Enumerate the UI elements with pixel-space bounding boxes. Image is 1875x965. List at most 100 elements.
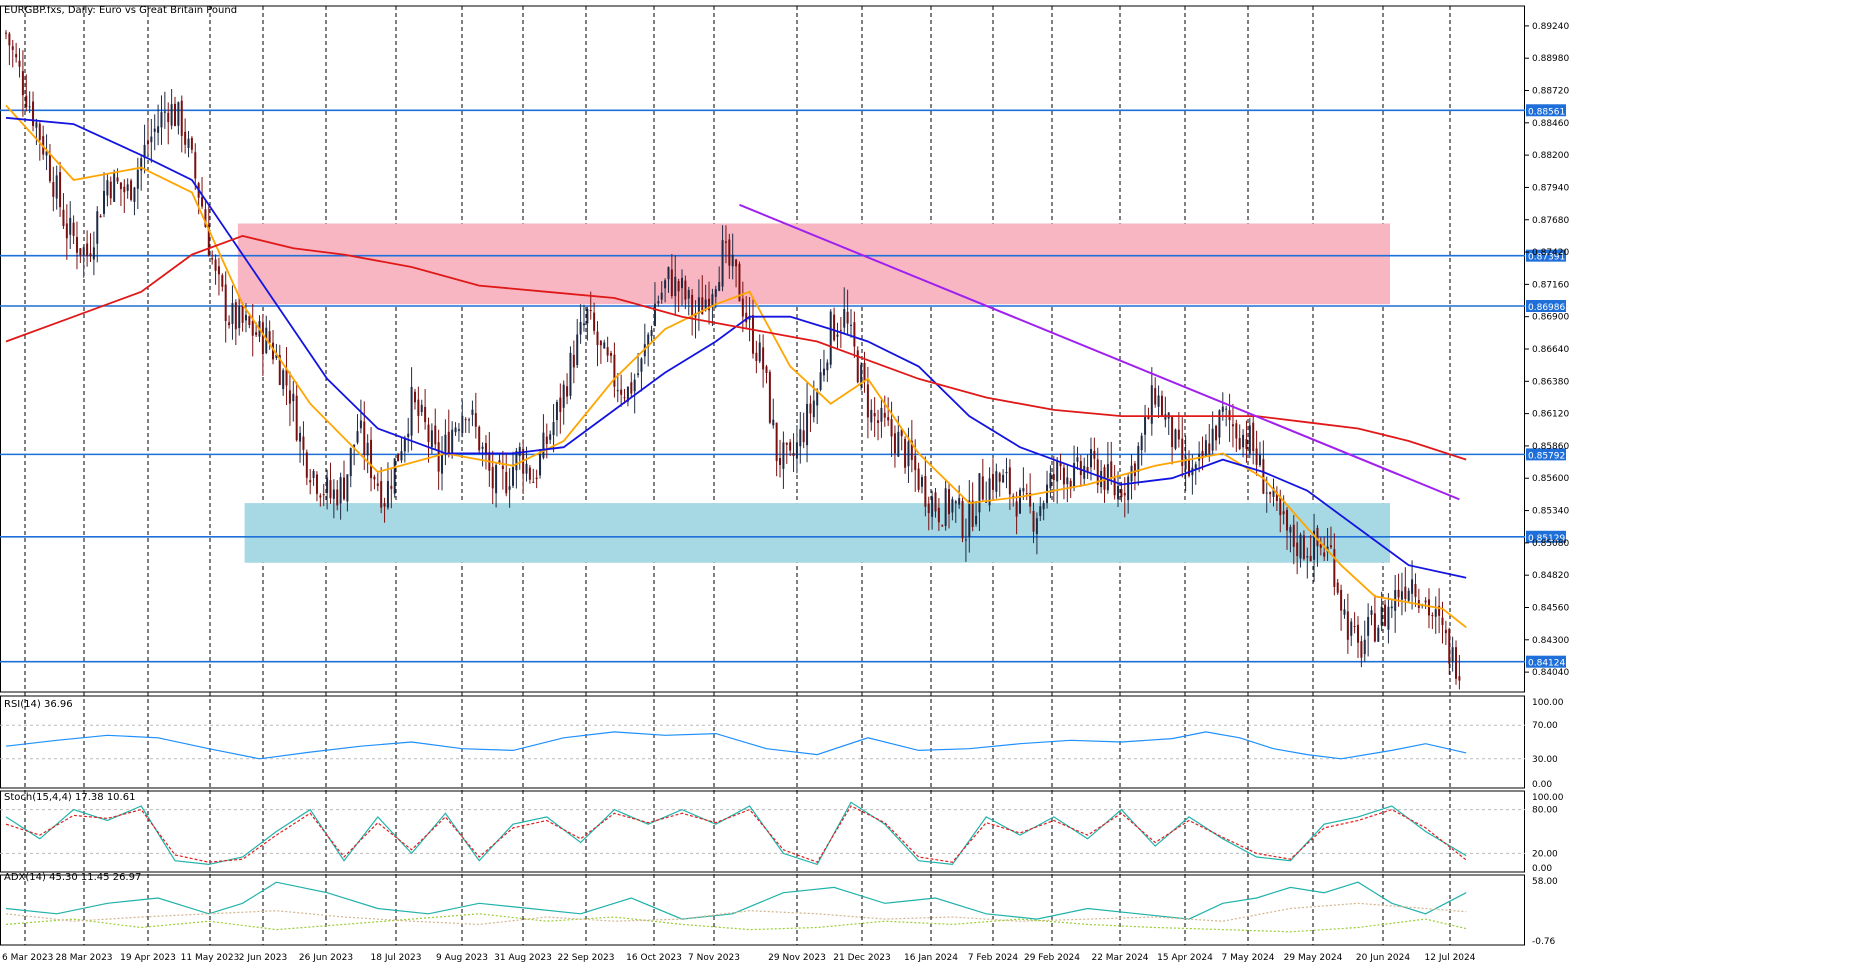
candle-body [28,106,31,108]
candle-body [363,421,366,455]
candle-body [937,507,940,523]
candle-body [59,172,62,208]
pane-border-3 [0,874,1525,946]
candle-body [809,403,812,414]
candle-body [991,474,994,490]
level-tag-bg [1526,104,1566,117]
candle-body [545,436,548,444]
candle-body [1353,626,1356,628]
candle-body [282,370,285,390]
candle-body [65,223,68,239]
candle-body [1069,480,1072,489]
candle-body [870,409,873,423]
candle-body [170,104,173,126]
price-tick-label: 0.84820 [1532,571,1569,581]
candle-body [856,350,859,383]
candle-body [897,431,900,457]
candle-body [1367,616,1370,636]
candle-body [187,138,190,148]
candle-body [667,267,670,280]
candle-body [268,331,271,343]
adx-pane[interactable]: 58.00 -0.76 [5,877,1558,947]
price-pane[interactable]: 0.88561 0.87391 0.86986 0.85792 0.85129 0.841… [0,5,1569,946]
candle-body [1448,628,1451,664]
candle-body [687,290,690,299]
candle-body [1062,467,1065,485]
candle-body [927,503,930,514]
candle-body [1235,423,1238,439]
indicator-tick-label: 0.00 [1532,864,1552,874]
candle-body [741,298,744,317]
candle-body [1438,606,1441,616]
candle-body [1022,488,1025,492]
candle-body [606,347,609,356]
candle-body [1221,406,1224,412]
candle-body [339,477,342,504]
stoch-pane[interactable]: 100.00 80.00 20.00 0.00 [0,793,1564,874]
candle-body [390,485,393,489]
candle-body [1434,609,1437,617]
candle-body [893,433,896,454]
candle-body [285,368,288,386]
candle-body [610,352,613,356]
candle-body [508,486,511,490]
candle-body [1025,493,1028,495]
candle-body [887,417,890,421]
candle-body [498,460,501,464]
time-tick-label: 7 Feb 2024 [968,953,1019,963]
candle-body [768,372,771,423]
candle-body [1093,451,1096,459]
candle-body [123,186,126,193]
time-tick-label: 16 Jan 2024 [904,953,958,963]
candle-body [1242,434,1245,448]
price-tick-label: 0.88460 [1532,119,1569,129]
candle-body [846,311,849,324]
candle-body [1181,438,1184,466]
candle-body [1444,629,1447,634]
candle-body [1211,428,1214,451]
candle-body [1052,474,1055,481]
stoch-main-line [5,801,1467,866]
candle-body [985,501,988,503]
candle-body [681,277,683,289]
candle-body [1319,543,1322,548]
candle-body [812,400,815,418]
candle-body [153,128,156,132]
candle-body [501,465,504,470]
candle-body [1008,467,1011,495]
candle-body [1357,624,1359,643]
candle-body [738,263,741,302]
candle-body [275,354,278,358]
candle-body [11,46,14,50]
rsi-pane[interactable]: 100.00 70.00 30.00 0.00 [0,698,1564,790]
candle-body [96,211,99,244]
level-tag-text: 0.88561 [1528,107,1565,117]
candle-body [136,169,139,189]
candle-body [626,386,629,402]
candle-body [978,473,981,513]
candle-body [332,489,335,499]
candle-body [106,180,109,196]
candle-body [150,136,153,143]
candle-body [748,317,751,320]
candle-body [613,354,616,387]
candle-body [775,422,778,462]
candle-body [126,184,129,191]
candle-body [657,301,660,304]
candle-body [961,501,964,539]
candle-body [1424,600,1427,603]
candle-body [1340,589,1343,611]
candle-body [883,412,886,418]
candle-body [836,334,839,337]
price-tick-label: 0.87420 [1532,248,1569,258]
candle-body [244,314,247,321]
candle-body [758,342,761,362]
candle-body [843,309,846,328]
candle-body [1384,604,1387,626]
candle-body [1120,489,1123,498]
candle-body [735,259,738,267]
candle-body [211,258,214,260]
candle-body [329,480,332,499]
candle-body [694,312,697,318]
